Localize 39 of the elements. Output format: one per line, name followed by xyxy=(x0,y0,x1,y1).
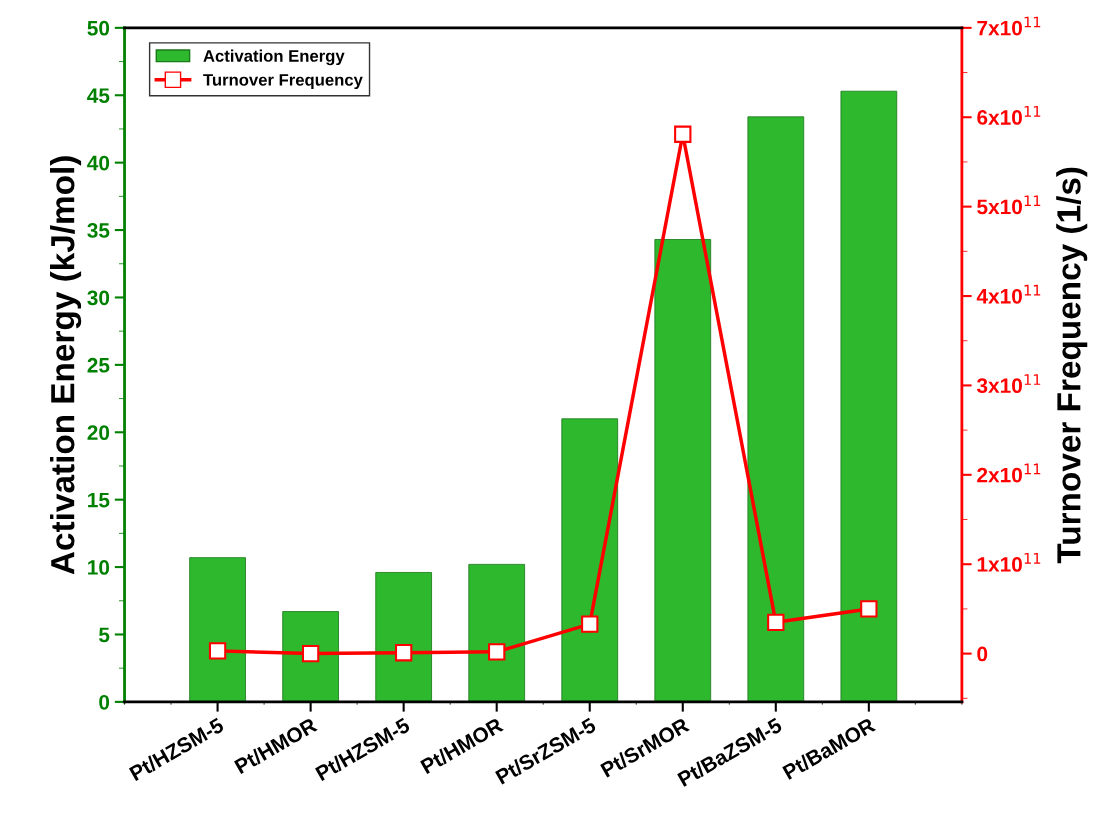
y-tick-label: 5 xyxy=(99,627,110,643)
y-tick-label: 50 xyxy=(87,20,110,36)
y-tick-label: 40 xyxy=(87,155,110,171)
point xyxy=(208,642,227,660)
bar xyxy=(654,239,712,702)
y2-tick-label: 4x10$^{11}$ xyxy=(976,284,1041,304)
y-tick-label: 20 xyxy=(87,425,110,441)
bar xyxy=(561,418,619,702)
y2-tick-label: 1x10$^{11}$ xyxy=(977,553,1041,572)
bar xyxy=(747,116,805,702)
y-tick-label: 15 xyxy=(88,492,110,508)
point xyxy=(767,613,785,631)
y2-tick-label: 5x10$^{11}$ xyxy=(977,195,1041,215)
y2-tick-label: 7x10$^{11}$ xyxy=(977,16,1041,36)
bar xyxy=(468,563,526,702)
legend-label: Turnover Frequency xyxy=(203,74,363,90)
point xyxy=(674,125,692,143)
y-tick-label: 45 xyxy=(87,88,110,103)
y-tick-label: 35 xyxy=(87,223,110,238)
point xyxy=(301,644,320,663)
y2-tick-label: 6x10$^{11}$ xyxy=(977,106,1041,125)
y-axis-title: Activation Energy (kJ/mol) xyxy=(50,156,82,575)
bar xyxy=(375,572,432,702)
point xyxy=(860,600,878,618)
y-tick-label: 25 xyxy=(87,357,110,373)
point xyxy=(488,643,506,661)
y-tick-label: 30 xyxy=(87,290,110,306)
point xyxy=(581,615,599,633)
bar xyxy=(282,611,339,702)
bar xyxy=(189,557,246,702)
y2-tick-label: 0 xyxy=(977,646,988,662)
y2-axis-title: Turnover Frequency (1/s) xyxy=(1056,167,1088,564)
y-tick-label: 0 xyxy=(99,694,110,710)
bar xyxy=(840,90,898,702)
point xyxy=(394,644,413,662)
y-tick-label: 10 xyxy=(88,560,110,575)
y2-tick-label: 2x10$^{11}$ xyxy=(977,463,1041,483)
legend-label: Activation Energy xyxy=(203,49,345,66)
y2-tick-label: 3x10$^{11}$ xyxy=(976,374,1041,394)
